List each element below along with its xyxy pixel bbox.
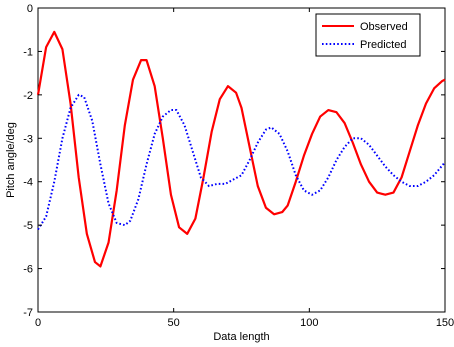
x-tick-label: 50: [168, 317, 180, 329]
y-tick-label: -5: [23, 220, 33, 232]
legend: Observed Predicted: [315, 13, 421, 57]
legend-box: [315, 13, 421, 57]
x-tick-label: 100: [300, 317, 318, 329]
y-tick-label: -4: [23, 177, 33, 189]
plot-frame: [37, 7, 446, 313]
y-tick-label: -3: [23, 133, 33, 145]
series-line-observed: [36, 30, 446, 268]
series-line-predicted: [37, 93, 446, 231]
y-tick-label: -2: [23, 90, 33, 102]
x-axis-label: Data length: [213, 331, 269, 343]
legend-label: Predicted: [360, 39, 406, 51]
y-tick-label: 0: [27, 3, 33, 15]
y-tick-label: -1: [23, 46, 33, 58]
plot-area: 0 50 100 150 0 -1 -2 -3 -4 -5 -6 -7: [23, 3, 454, 329]
y-axis-label: Pitch angle/deg: [5, 122, 17, 198]
y-tick-label: -6: [23, 264, 33, 276]
x-tick-label: 150: [436, 317, 454, 329]
x-tick-label: 0: [35, 317, 41, 329]
y-tick-label: -7: [23, 307, 33, 319]
legend-label: Observed: [360, 21, 408, 33]
